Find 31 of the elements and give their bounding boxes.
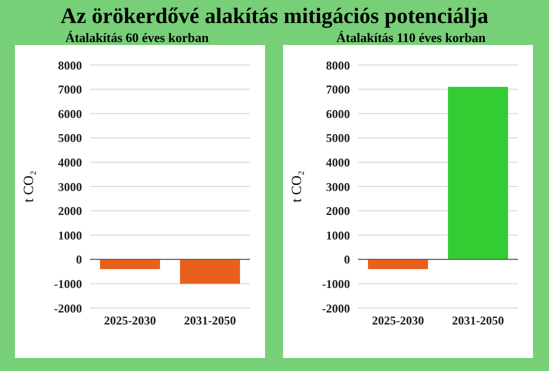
y-tick-label: 6000 bbox=[58, 106, 82, 121]
y-tick-label: -1000 bbox=[54, 276, 82, 291]
y-tick-label: 7000 bbox=[58, 82, 82, 97]
y-tick-label: 3000 bbox=[58, 180, 82, 194]
chart-subtitle: Átalakítás 110 éves korban bbox=[335, 30, 487, 46]
y-tick-label: -1000 bbox=[322, 276, 350, 291]
x-tick-label: 2031-2050 bbox=[452, 314, 504, 328]
y-tick-label: -2000 bbox=[322, 301, 350, 316]
y-tick-label: -2000 bbox=[54, 301, 82, 316]
x-tick-label: 2031-2050 bbox=[184, 314, 236, 328]
y-tick-label: 5000 bbox=[58, 131, 82, 146]
y-tick-label: 8000 bbox=[326, 58, 350, 72]
y-tick-label: 5000 bbox=[326, 131, 350, 146]
chart-title: Az örökerdővé alakítás mitigációs potenciálja bbox=[60, 3, 490, 29]
y-tick-label: 4000 bbox=[326, 155, 350, 170]
y-tick-label: 7000 bbox=[326, 82, 350, 97]
y-tick-label: 1000 bbox=[326, 228, 350, 242]
y-tick-label: 0 bbox=[344, 252, 350, 267]
y-tick-label: 6000 bbox=[326, 106, 350, 121]
x-tick-label: 2025-2030 bbox=[372, 314, 424, 328]
y-axis-title: t CO₂ bbox=[290, 170, 305, 202]
x-tick-label: 2025-2030 bbox=[104, 314, 156, 328]
chart-subtitle: Átalakítás 60 éves korban bbox=[64, 30, 210, 46]
y-tick-label: 0 bbox=[76, 252, 82, 267]
y-tick-label: 2000 bbox=[326, 204, 350, 218]
y-tick-label: 2000 bbox=[58, 204, 82, 218]
y-tick-label: 4000 bbox=[58, 155, 82, 170]
y-axis-title: t CO₂ bbox=[22, 170, 37, 202]
y-tick-label: 8000 bbox=[58, 58, 82, 72]
y-tick-label: 1000 bbox=[58, 228, 82, 242]
y-tick-label: 3000 bbox=[326, 180, 350, 194]
